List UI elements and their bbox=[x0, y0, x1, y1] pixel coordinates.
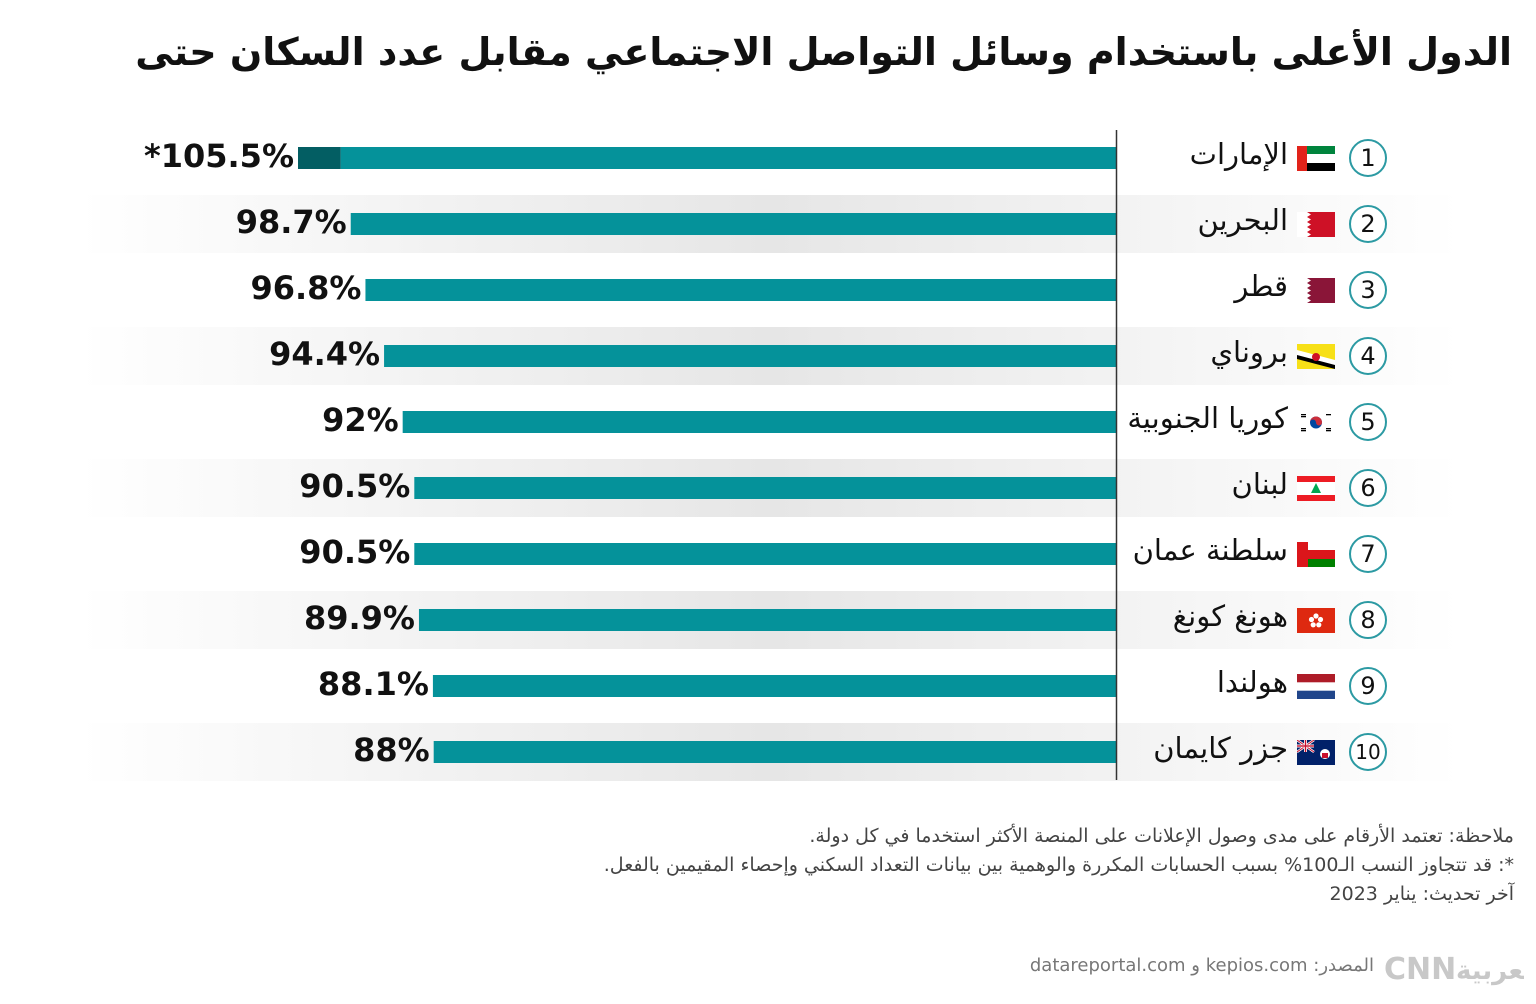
bar-overflow-segment bbox=[298, 147, 341, 169]
rank-badge: 2 bbox=[1349, 205, 1387, 243]
bahrain-flag-icon bbox=[1297, 212, 1335, 237]
bar-chart bbox=[80, 130, 1460, 781]
bar bbox=[432, 675, 1116, 697]
netherlands-flag-icon bbox=[1297, 674, 1335, 699]
source-text: المصدر: kepios.com و datareportal.com bbox=[1029, 955, 1374, 976]
oman-flag-icon bbox=[1297, 542, 1335, 567]
note-line-1: ملاحظة: تعتمد الأرقام على مدى وصول الإعل… bbox=[809, 825, 1514, 847]
country-label: الإمارات bbox=[1189, 137, 1288, 171]
country-label: بروناي bbox=[1210, 335, 1288, 369]
lebanon-flag-icon bbox=[1297, 476, 1335, 501]
bar bbox=[414, 477, 1116, 499]
value-label: 96.8% bbox=[250, 269, 362, 307]
value-label: 98.7% bbox=[235, 203, 347, 241]
bar bbox=[384, 345, 1116, 367]
south-korea-flag-icon bbox=[1297, 410, 1335, 435]
country-label: جزر كايمان bbox=[1153, 731, 1288, 765]
value-label: 88.1% bbox=[317, 665, 429, 703]
rank-badge: 10 bbox=[1349, 733, 1387, 771]
value-label: 90.5% bbox=[299, 533, 411, 571]
brunei-flag-icon bbox=[1297, 344, 1335, 369]
value-label: 90.5% bbox=[299, 467, 411, 505]
country-label: البحرين bbox=[1197, 203, 1288, 237]
bar bbox=[340, 147, 1117, 169]
cayman-islands-flag-icon bbox=[1297, 740, 1335, 765]
country-label: قطر bbox=[1234, 269, 1288, 303]
value-label: 88% bbox=[353, 731, 430, 769]
note-line-2: *: قد تتجاوز النسب الـ100% بسبب الحسابات… bbox=[603, 854, 1514, 876]
svg-text:CNN: CNN bbox=[1384, 952, 1456, 987]
uae-flag-icon bbox=[1297, 146, 1335, 171]
value-label: 94.4% bbox=[269, 335, 381, 373]
bar bbox=[414, 543, 1116, 565]
bar bbox=[418, 609, 1116, 631]
country-label: لبنان bbox=[1231, 467, 1288, 501]
value-label: 89.9% bbox=[303, 599, 415, 637]
chart-title: الدول الأعلى باستخدام وسائل التواصل الاج… bbox=[135, 30, 1512, 74]
rank-badge: 4 bbox=[1349, 337, 1387, 375]
country-label: سلطنة عمان bbox=[1132, 533, 1288, 567]
country-label: هولندا bbox=[1216, 665, 1288, 699]
bar bbox=[402, 411, 1116, 433]
bar bbox=[365, 279, 1116, 301]
country-label: كوريا الجنوبية bbox=[1127, 401, 1288, 435]
bar bbox=[350, 213, 1116, 235]
chart-notes: ملاحظة: تعتمد الأرقام على مدى وصول الإعل… bbox=[414, 822, 1514, 909]
rank-badge: 1 bbox=[1349, 139, 1387, 177]
value-label: *105.5% bbox=[143, 137, 294, 175]
country-label: هونغ كونغ bbox=[1172, 599, 1288, 633]
rank-badge: 8 bbox=[1349, 601, 1387, 639]
cnn-arabic-logo: CNN بالعربية bbox=[1384, 952, 1524, 987]
qatar-flag-icon bbox=[1297, 278, 1335, 303]
rank-badge: 5 bbox=[1349, 403, 1387, 441]
value-label: 92% bbox=[322, 401, 399, 439]
hong-kong-flag-icon bbox=[1297, 608, 1335, 633]
svg-text:بالعربية: بالعربية bbox=[1456, 956, 1524, 986]
bar bbox=[433, 741, 1116, 763]
rank-badge: 6 bbox=[1349, 469, 1387, 507]
note-line-3: آخر تحديث: يناير 2023 bbox=[1329, 883, 1514, 905]
rank-badge: 3 bbox=[1349, 271, 1387, 309]
rank-badge: 9 bbox=[1349, 667, 1387, 705]
rank-badge: 7 bbox=[1349, 535, 1387, 573]
